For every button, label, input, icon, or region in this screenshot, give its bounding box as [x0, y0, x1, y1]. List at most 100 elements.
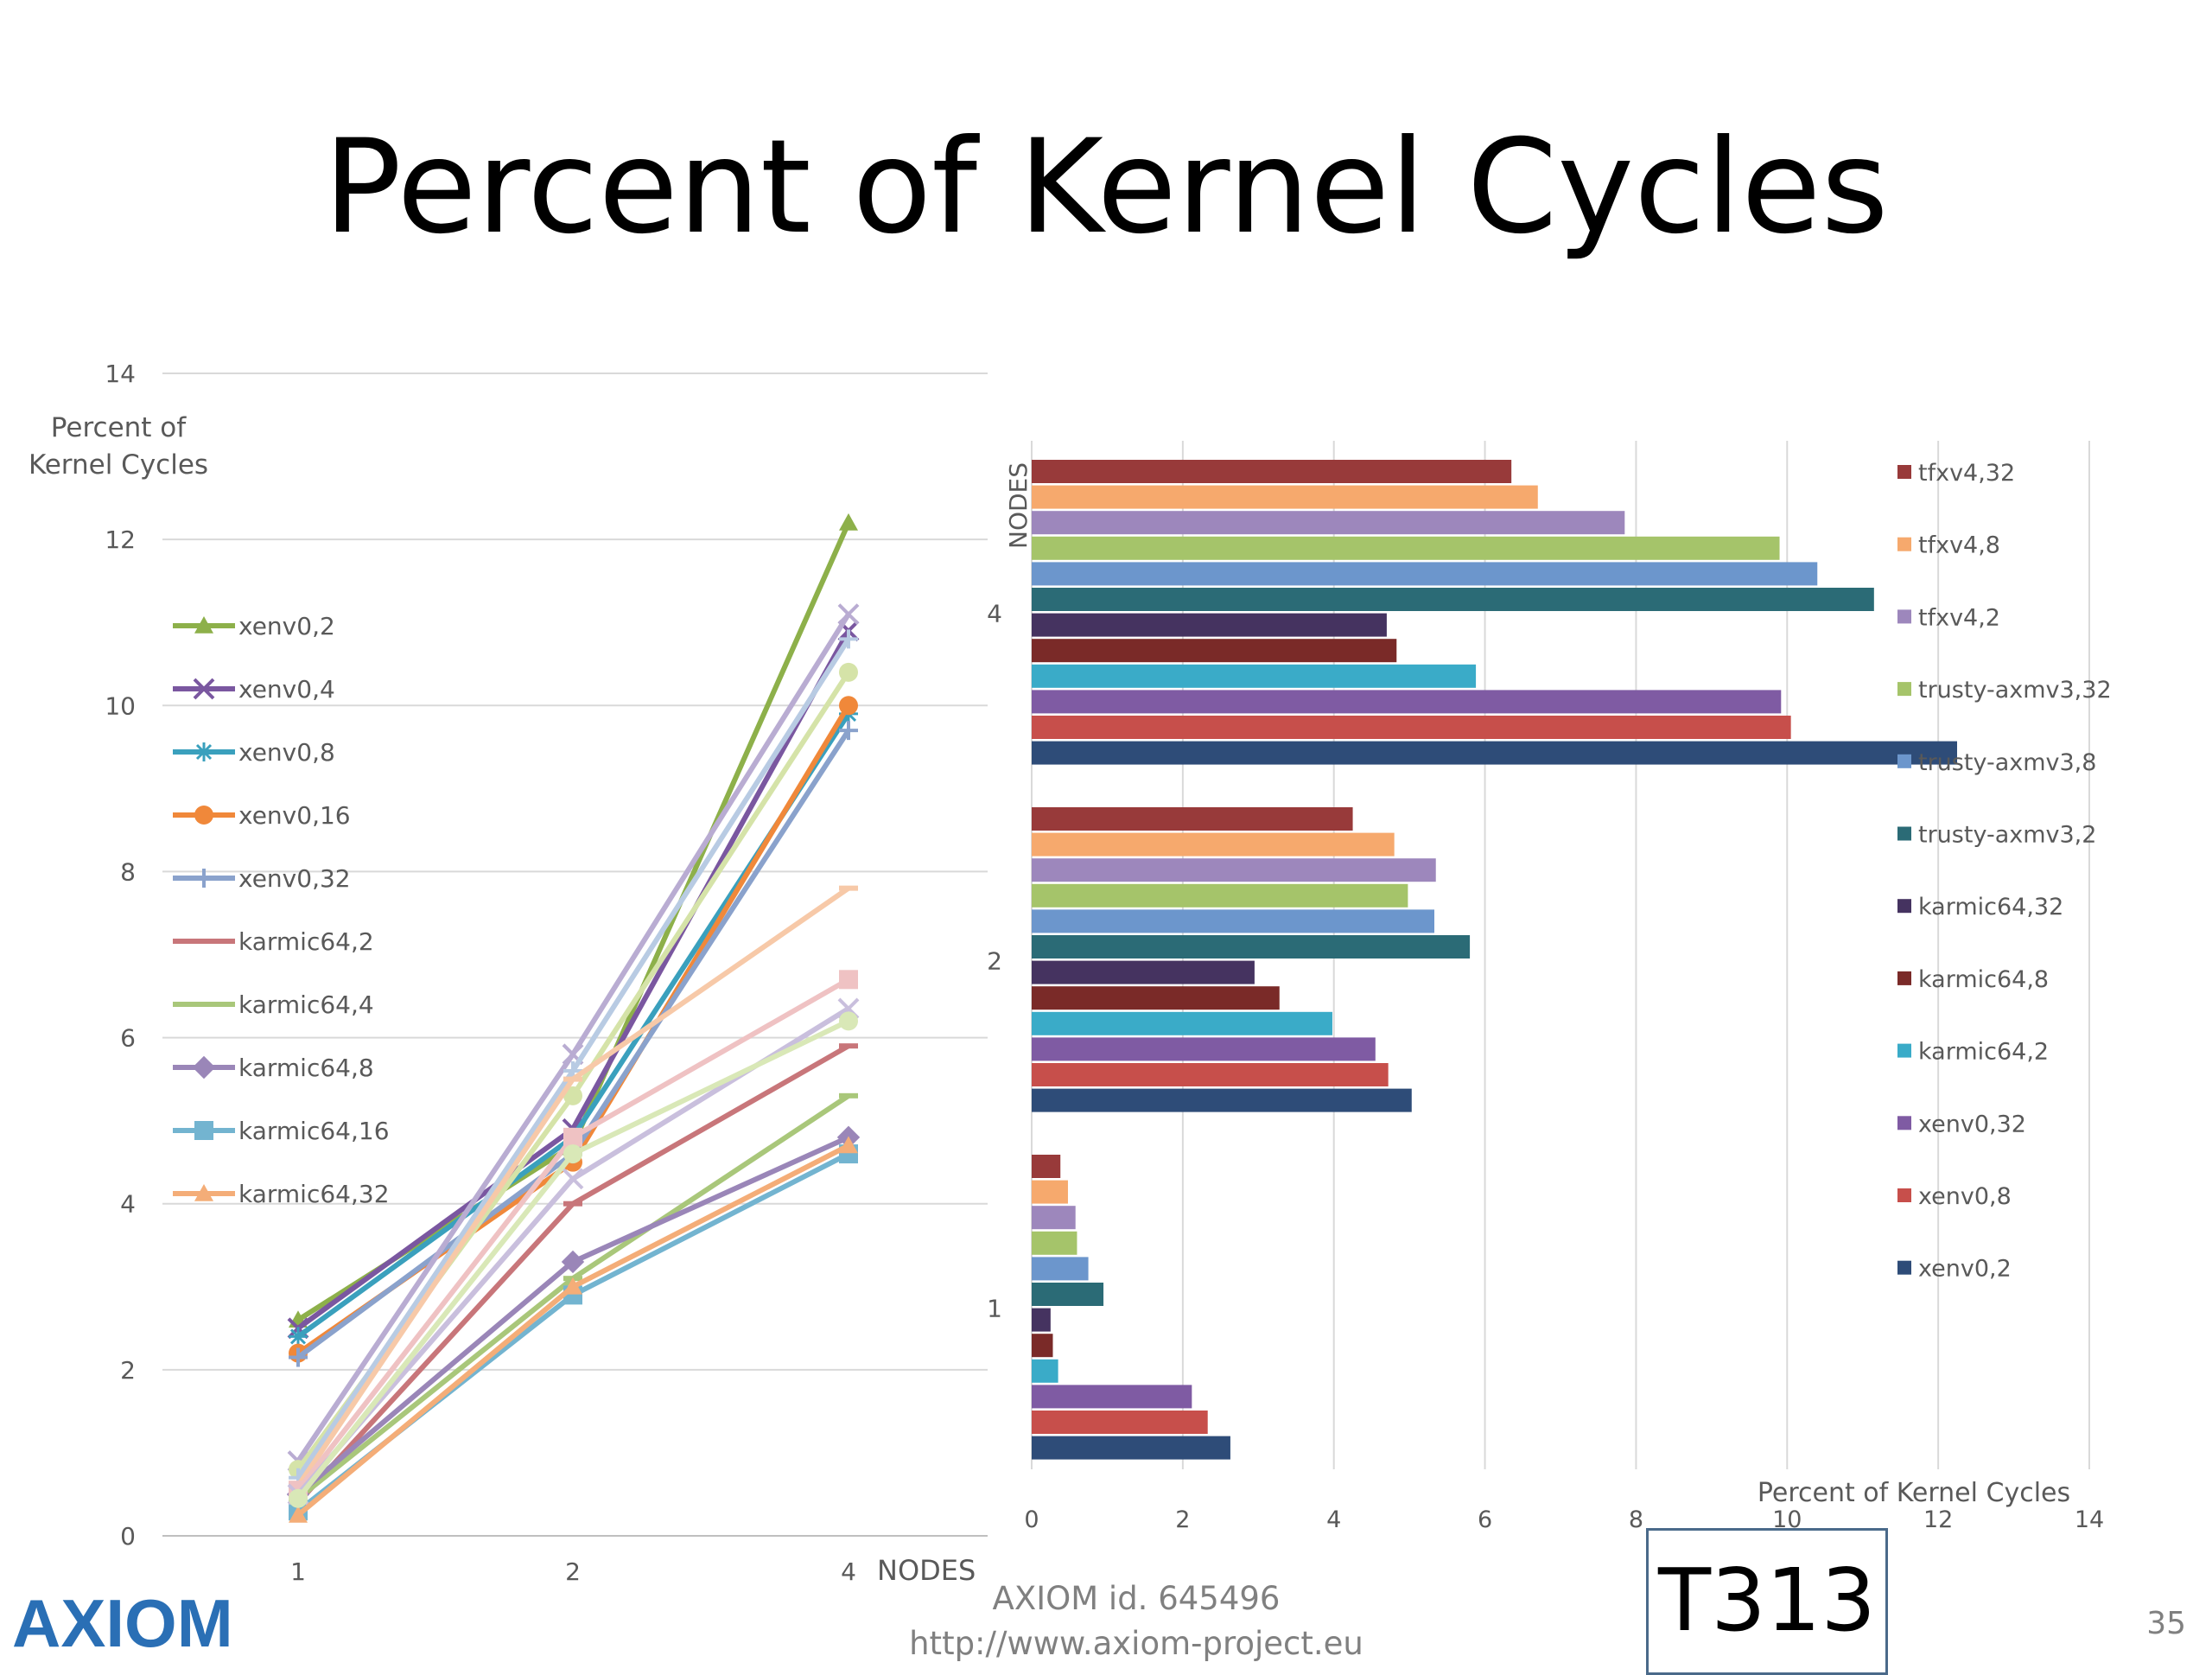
bar — [1032, 664, 1477, 688]
line-series — [289, 1011, 858, 1508]
x-tick-label: 8 — [1629, 1506, 1643, 1533]
legend-marker — [194, 869, 213, 888]
x-tick-label: 4 — [841, 1557, 856, 1586]
legend-marker — [194, 1002, 213, 1007]
data-point — [563, 1277, 582, 1295]
bar — [1032, 935, 1471, 959]
bar — [1032, 639, 1397, 663]
bar — [1032, 1037, 1376, 1061]
legend-label: karmic64,32 — [1918, 894, 2063, 920]
bar — [1032, 1411, 1208, 1434]
legend-item: xenv0,4 — [173, 675, 335, 704]
legend-swatch — [1897, 1116, 1911, 1130]
x-axis-title: Percent of Kernel Cycles — [1758, 1478, 2070, 1508]
legend-item: xenv0,32 — [173, 864, 351, 893]
y-axis-title-line1: Percent of — [51, 412, 187, 443]
legend-item: karmic64,32 — [173, 1180, 390, 1208]
legend-marker — [192, 1055, 216, 1080]
data-point — [563, 1086, 582, 1105]
bar — [1032, 1155, 1061, 1178]
bar — [1032, 511, 1625, 535]
legend-label: karmic64,32 — [238, 1180, 390, 1208]
y-tick-label: 4 — [120, 1190, 136, 1219]
y-axis-title-line2: Kernel Cycles — [29, 449, 208, 481]
x-tick-label: 14 — [2075, 1506, 2104, 1533]
legend-item: karmic64,32 — [1897, 894, 2063, 920]
legend-label: xenv0,2 — [238, 612, 335, 640]
legend-item: xenv0,32 — [1897, 1111, 2026, 1137]
y-tick-label: 2 — [120, 1356, 136, 1385]
bar — [1032, 1011, 1332, 1035]
legend-label: xenv0,32 — [1918, 1111, 2026, 1137]
bar — [1032, 562, 1818, 586]
legend-swatch — [1897, 899, 1911, 914]
line-series — [287, 620, 860, 1340]
legend-swatch — [1897, 1188, 1911, 1202]
data-point — [839, 970, 858, 990]
data-point — [839, 1011, 858, 1031]
bar — [1032, 1359, 1058, 1383]
data-point — [839, 1136, 858, 1154]
legend-item: xenv0,8 — [1897, 1183, 2012, 1210]
x-axis-title: NODES — [877, 1554, 976, 1587]
bar — [1032, 960, 1255, 984]
data-point — [289, 1505, 308, 1523]
x-tick-label: 6 — [1478, 1506, 1492, 1533]
y-tick-label: 12 — [105, 525, 136, 554]
bar — [1032, 1180, 1068, 1204]
bar — [1032, 1206, 1076, 1230]
bar — [1032, 613, 1387, 637]
legend-item: tfxv4,8 — [1897, 532, 2000, 559]
line-series — [289, 1136, 858, 1523]
bar — [1032, 986, 1280, 1010]
x-tick-label: 2 — [1175, 1506, 1190, 1533]
bar — [1032, 716, 1791, 739]
y-axis-title: NODES — [1004, 462, 1033, 549]
bar — [1032, 1088, 1412, 1112]
legend-swatch — [1897, 971, 1911, 985]
legend-item: karmic64,2 — [173, 927, 374, 956]
bar — [1032, 1063, 1389, 1086]
bar — [1032, 741, 1957, 765]
legend-label: karmic64,8 — [238, 1054, 374, 1082]
data-point — [563, 1076, 582, 1082]
footer-project-id: AXIOM id. 645496 — [992, 1580, 1281, 1617]
legend-item: karmic64,16 — [173, 1117, 390, 1145]
legend-item: xenv0,2 — [1897, 1256, 2012, 1283]
legend-swatch — [1897, 1043, 1911, 1058]
legend-marker — [194, 939, 213, 944]
axiom-logo: AXIOM — [12, 1586, 233, 1655]
session-badge-label: T313 — [1658, 1550, 1876, 1651]
data-point — [561, 1250, 585, 1274]
data-point — [563, 1201, 582, 1207]
data-point — [289, 1488, 308, 1508]
legend-label: karmic64,4 — [238, 990, 374, 1019]
legend-label: karmic64,2 — [238, 927, 374, 956]
legend-swatch — [1897, 465, 1911, 479]
footer-url[interactable]: http://www.axiom-project.eu — [909, 1625, 1363, 1662]
data-point — [289, 1327, 308, 1347]
legend-label: xenv0,32 — [238, 864, 351, 893]
y-tick-label: 6 — [120, 1024, 136, 1053]
slide-title: Percent of Kernel Cycles — [323, 112, 1889, 263]
legend-item: trusty-axmv3,32 — [1897, 677, 2112, 704]
legend-swatch — [1897, 754, 1911, 768]
data-point — [839, 513, 858, 531]
legend-item: xenv0,2 — [173, 612, 335, 640]
legend-item: karmic64,8 — [1897, 966, 2049, 993]
y-tick-label: 2 — [987, 947, 1002, 976]
legend-marker — [193, 678, 215, 700]
legend-label: tfxv4,32 — [1918, 460, 2015, 487]
bar — [1032, 858, 1436, 882]
x-tick-label: 4 — [1326, 1506, 1341, 1533]
bar — [1032, 1385, 1192, 1409]
bar — [1032, 1257, 1089, 1281]
y-tick-label: 8 — [120, 857, 136, 886]
logo-text: AXIOM — [12, 1586, 233, 1655]
x-tick-label: 1 — [290, 1557, 306, 1586]
bar — [1032, 883, 1408, 908]
legend-item: tfxv4,2 — [1897, 604, 2000, 631]
bar — [1032, 807, 1353, 831]
